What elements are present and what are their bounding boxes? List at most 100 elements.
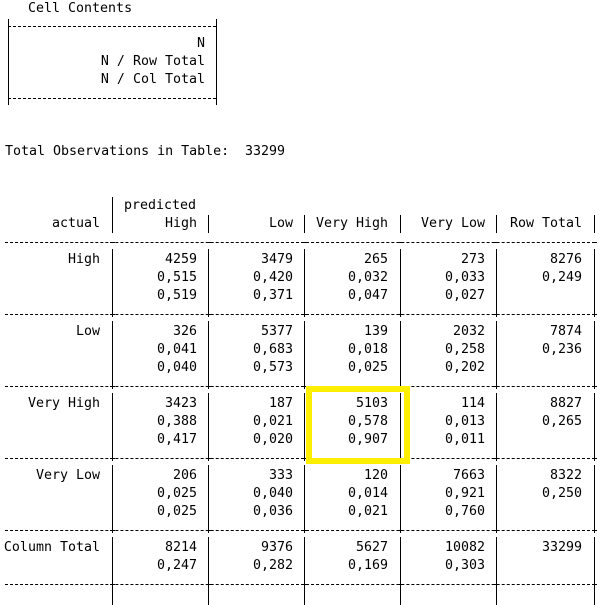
table-cell-value: 0,025: [156, 504, 197, 519]
table-cell-value: 0,250: [541, 486, 582, 501]
table-cell-value: 333: [268, 468, 293, 483]
table-cell-value: 0,021: [347, 504, 388, 519]
table-cell-value: 8322: [549, 468, 582, 483]
col-header-low: Low: [268, 216, 293, 231]
legend-bottom-border: [8, 98, 216, 99]
header-actual: actual: [51, 216, 100, 231]
table-cell-value: 4259: [164, 252, 197, 267]
column-separator: [496, 393, 497, 461]
separator-cross: [494, 242, 499, 243]
column-separator: [496, 465, 497, 533]
table-cell-value: 0,011: [444, 432, 485, 447]
legend-left-border: [8, 19, 9, 105]
column-separator: [594, 465, 595, 533]
table-cell-value: 0,247: [156, 558, 197, 573]
table-cell-value: 8827: [549, 396, 582, 411]
table-cell-value: 0,013: [444, 414, 485, 429]
table-cell-value: 0,371: [252, 288, 293, 303]
column-separator: [208, 465, 209, 533]
table-cell-value: 0,907: [347, 432, 388, 447]
table-cell-value: 0,417: [156, 432, 197, 447]
column-separator: [304, 465, 305, 533]
row-label: Very Low: [35, 468, 100, 483]
row-separator: [5, 584, 595, 585]
col-header-high: High: [164, 216, 197, 231]
column-separator: [112, 321, 113, 389]
column-separator: [400, 215, 401, 233]
column-separator: [496, 249, 497, 317]
row-separator: [5, 242, 595, 243]
table-cell-value: 9376: [260, 540, 293, 555]
table-cell-value: 0,265: [541, 414, 582, 429]
table-cell-value: 265: [363, 252, 388, 267]
table-cell-value: 0,018: [347, 342, 388, 357]
table-cell-value: 0,027: [444, 288, 485, 303]
column-separator: [304, 393, 305, 461]
table-cell-value: 0,573: [252, 360, 293, 375]
row-separator: [5, 386, 595, 387]
table-cell-value: 0,036: [252, 504, 293, 519]
table-cell-value: 0,236: [541, 342, 582, 357]
column-separator: [400, 465, 401, 533]
table-cell-value: 3479: [260, 252, 293, 267]
column-separator: [208, 321, 209, 389]
table-cell-value: 0,047: [347, 288, 388, 303]
column-separator: [496, 215, 497, 233]
column-separator: [304, 249, 305, 317]
table-cell-value: 3423: [164, 396, 197, 411]
table-cell-value: 7874: [549, 324, 582, 339]
column-separator: [496, 321, 497, 389]
table-cell-value: 0,202: [444, 360, 485, 375]
row-label: Column Total: [3, 540, 100, 555]
table-cell-value: 0,578: [347, 414, 388, 429]
column-separator: [112, 537, 113, 605]
table-cell-value: 139: [363, 324, 388, 339]
table-cell-value: 0,519: [156, 288, 197, 303]
legend-right-border: [216, 19, 217, 105]
table-cell-value: 0,020: [252, 432, 293, 447]
separator-cross: [206, 242, 211, 243]
legend-top-border: [8, 26, 216, 27]
table-cell-value: 0,041: [156, 342, 197, 357]
table-cell-value: 120: [363, 468, 388, 483]
table-cell-value: 0,420: [252, 270, 293, 285]
separator-cross: [302, 242, 307, 243]
legend-line-col: N / Col Total: [100, 72, 205, 87]
row-label: High: [67, 252, 100, 267]
column-separator: [400, 321, 401, 389]
table-cell-value: 0,014: [347, 486, 388, 501]
column-separator: [594, 249, 595, 317]
col-header-very-high: Very High: [315, 216, 388, 231]
separator-cross: [592, 242, 597, 243]
table-cell-value: 0,683: [252, 342, 293, 357]
separator-cross: [398, 242, 403, 243]
table-cell-value: 0,040: [252, 486, 293, 501]
legend-title: Cell Contents: [28, 1, 133, 16]
table-cell-value: 0,033: [444, 270, 485, 285]
table-cell-value: 0,388: [156, 414, 197, 429]
total-observations-value: 33299: [245, 144, 286, 159]
header-predicted: predicted: [124, 198, 197, 213]
row-separator: [5, 530, 595, 531]
column-separator: [594, 393, 595, 461]
table-cell-value: 0,021: [252, 414, 293, 429]
column-separator: [208, 537, 209, 605]
table-cell-value: 0,282: [252, 558, 293, 573]
table-cell-value: 0,921: [444, 486, 485, 501]
column-separator: [594, 215, 595, 233]
column-separator: [112, 465, 113, 533]
column-separator: [208, 215, 209, 233]
table-cell-value: 5103: [355, 396, 388, 411]
table-cell-value: 0,032: [347, 270, 388, 285]
table-cell-value: 0,258: [444, 342, 485, 357]
table-cell-value: 5627: [355, 540, 388, 555]
row-separator: [5, 314, 595, 315]
column-separator: [400, 249, 401, 317]
table-cell-value: 2032: [452, 324, 485, 339]
table-cell-value: 206: [172, 468, 197, 483]
column-separator: [496, 537, 497, 605]
table-cell-value: 5377: [260, 324, 293, 339]
table-cell-value: 0,025: [156, 486, 197, 501]
row-label: Very High: [27, 396, 100, 411]
column-separator: [304, 321, 305, 389]
